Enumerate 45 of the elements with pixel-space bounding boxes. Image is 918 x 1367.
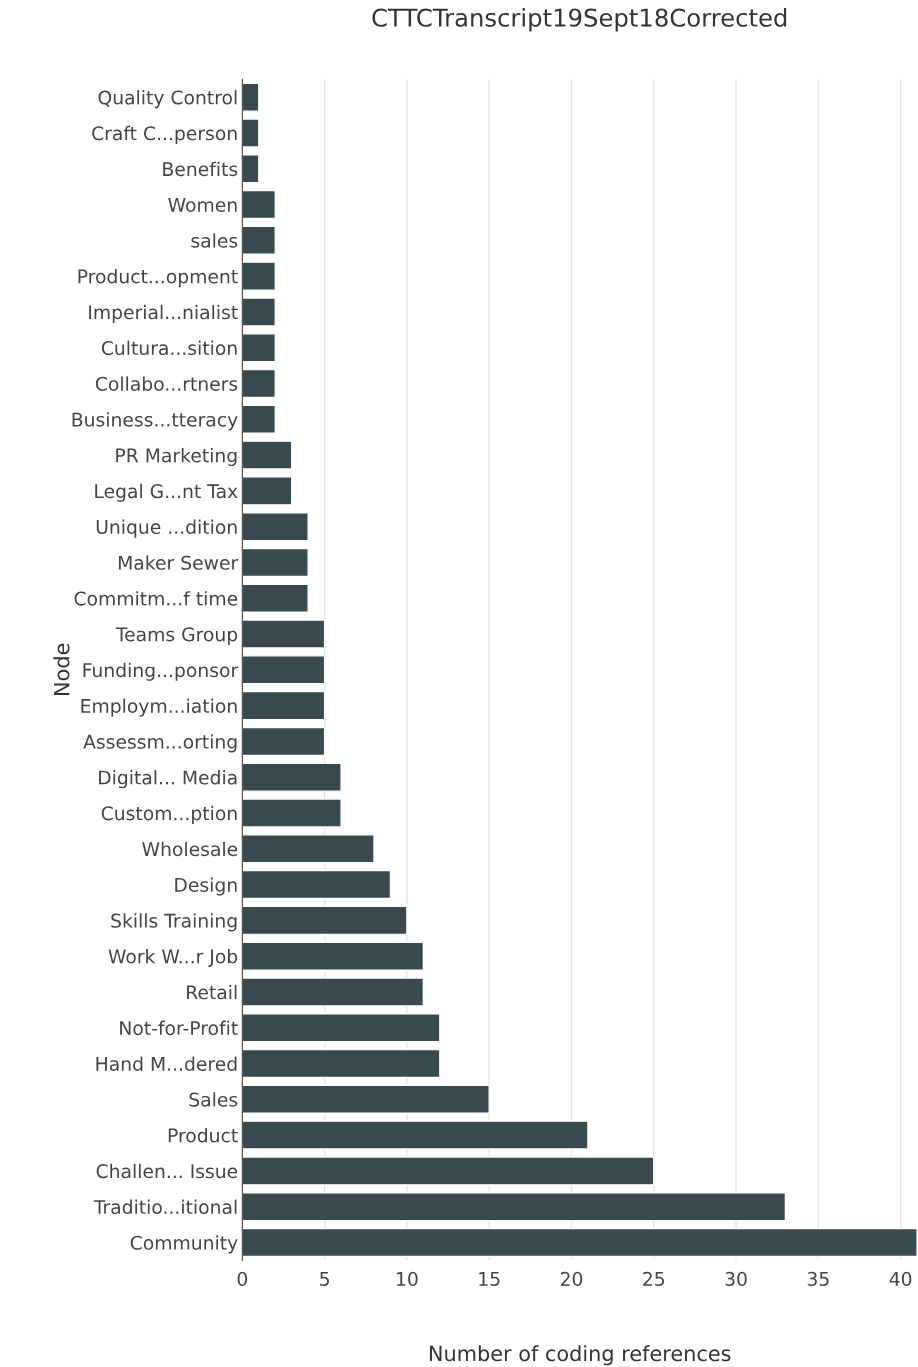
y-tick-label: Assessm...orting bbox=[83, 734, 237, 753]
y-tick-label: Not-for-Profit bbox=[120, 1020, 238, 1036]
y-tick-label: Collabo...rtners bbox=[95, 376, 238, 391]
y-tick-label: Teams Group bbox=[115, 627, 238, 646]
y-tick-label: Product...opment bbox=[78, 269, 238, 288]
y-tick-label: Business...tteracy bbox=[72, 412, 238, 431]
y-tick-label: Cultura...sition bbox=[101, 340, 237, 356]
y-tick-label: Digital... Media bbox=[99, 770, 237, 789]
y-tick-label: Challen... Issue bbox=[96, 1163, 238, 1179]
y-tick-label: Employm...iation bbox=[81, 698, 237, 717]
x-tick-label: 10 bbox=[397, 1271, 418, 1286]
y-tick-label: Imperial...nialist bbox=[89, 304, 238, 323]
x-tick-label: 20 bbox=[560, 1271, 583, 1286]
y-tick-label: Legal G...nt Tax bbox=[95, 483, 238, 502]
y-tick-label: PR Marketing bbox=[116, 447, 237, 467]
y-tick-label: Maker Sewer bbox=[118, 555, 239, 570]
y-tick-label: Sales bbox=[189, 1092, 238, 1107]
x-tick-label: 5 bbox=[320, 1272, 329, 1286]
y-tick-label: Traditio...itional bbox=[93, 1199, 237, 1215]
x-tick-label: 0 bbox=[237, 1271, 248, 1286]
y-tick-label: Unique ...dition bbox=[96, 519, 237, 538]
x-tick-label: 35 bbox=[807, 1271, 829, 1286]
y-tick-label: Women bbox=[168, 198, 237, 212]
y-tick-label: Community bbox=[130, 1235, 238, 1254]
y-tick-label: Funding...ponsor bbox=[83, 662, 239, 681]
x-tick-label: 30 bbox=[725, 1271, 747, 1286]
y-tick-label: Skills Training bbox=[111, 913, 237, 932]
y-tick-label: Craft C...person bbox=[92, 125, 237, 144]
y-tick-label: Benefits bbox=[163, 161, 238, 177]
x-axis-title: Number of coding references bbox=[429, 1345, 731, 1366]
y-tick-label: Commitm...f time bbox=[74, 591, 238, 606]
x-tick-label: 40 bbox=[889, 1271, 912, 1286]
y-tick-label: Custom...ption bbox=[101, 805, 237, 825]
x-tick-label: 15 bbox=[479, 1272, 500, 1286]
y-tick-label: Hand M...dered bbox=[96, 1056, 237, 1071]
y-tick-label: sales bbox=[191, 233, 238, 248]
y-tick-label: Work W...r Job bbox=[108, 949, 238, 968]
chart-title: CTTCTranscript19Sept18Corrected bbox=[372, 8, 787, 32]
x-tick-label: 25 bbox=[643, 1271, 665, 1286]
y-tick-label: Retail bbox=[187, 984, 237, 1000]
y-axis-title: Node bbox=[53, 643, 70, 695]
y-tick-label: Design bbox=[175, 877, 237, 896]
y-tick-label: Quality Control bbox=[98, 90, 237, 109]
y-tick-label: Wholesale bbox=[142, 841, 238, 857]
y-tick-label: Product bbox=[168, 1127, 238, 1143]
